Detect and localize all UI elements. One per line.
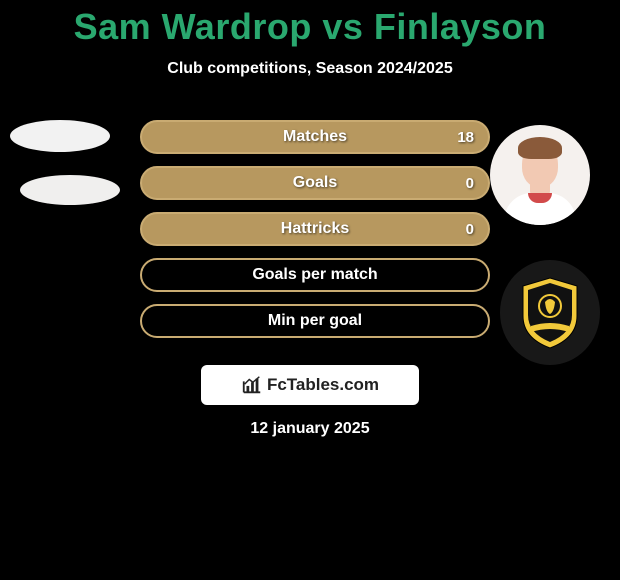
stat-label: Goals [293, 174, 337, 192]
title-player-2: Finlayson [374, 6, 547, 47]
page-title: Sam Wardrop vs Finlayson [0, 0, 620, 48]
brand-logo-icon [241, 374, 263, 396]
stat-row-goals-per-match: Goals per match [0, 258, 620, 292]
stat-value-right: 18 [457, 129, 474, 146]
stat-bar: Matches 18 [140, 120, 490, 154]
stats-container: Matches 18 Goals 0 Hattricks 0 Goals per… [0, 120, 620, 350]
stat-row-goals: Goals 0 [0, 166, 620, 200]
stat-value-right: 0 [466, 175, 474, 192]
stat-bar: Goals 0 [140, 166, 490, 200]
brand-text: FcTables.com [267, 375, 379, 395]
stat-value-right: 0 [466, 221, 474, 238]
stat-label: Goals per match [252, 266, 377, 284]
stat-row-matches: Matches 18 [0, 120, 620, 154]
stat-row-hattricks: Hattricks 0 [0, 212, 620, 246]
subtitle: Club competitions, Season 2024/2025 [0, 60, 620, 78]
title-player-1: Sam Wardrop [74, 6, 312, 47]
footer-date: 12 january 2025 [0, 420, 620, 438]
stat-bar: Min per goal [140, 304, 490, 338]
stat-label: Hattricks [281, 220, 349, 238]
stat-bar: Goals per match [140, 258, 490, 292]
stat-label: Matches [283, 128, 347, 146]
stat-bar: Hattricks 0 [140, 212, 490, 246]
brand-badge[interactable]: FcTables.com [201, 365, 419, 405]
stat-row-min-per-goal: Min per goal [0, 304, 620, 338]
stat-label: Min per goal [268, 312, 362, 330]
title-vs: vs [312, 6, 374, 47]
